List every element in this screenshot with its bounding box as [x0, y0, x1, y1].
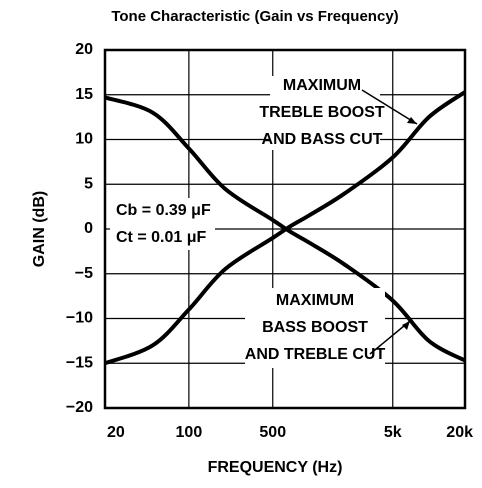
arrow [361, 89, 418, 125]
y-tick-label: −5 [75, 265, 93, 282]
annotation-bg [245, 288, 385, 368]
x-tick-label: 100 [176, 424, 203, 441]
series-line [104, 90, 467, 366]
annotation: AND BASS CUT [262, 131, 383, 148]
y-tick-label: 0 [84, 220, 93, 237]
y-tick-label: −20 [66, 399, 93, 416]
x-axis-label: FREQUENCY (Hz) [208, 459, 343, 476]
series-line [104, 95, 466, 363]
arrow-head [402, 321, 410, 330]
arrow-head [407, 117, 417, 124]
y-tick-label: 20 [75, 41, 93, 58]
y-tick-label: 5 [84, 175, 93, 192]
annotation: BASS BOOST [262, 319, 368, 336]
chart-title: Tone Characteristic (Gain vs Frequency) [111, 8, 398, 25]
annotation: Cb = 0.39 μF [116, 202, 211, 219]
annotation: MAXIMUM [283, 77, 361, 94]
y-tick-label: 10 [75, 131, 93, 148]
annotation: TREBLE BOOST [259, 104, 385, 121]
y-axis-label: GAIN (dB) [31, 191, 48, 267]
y-tick-label: −10 [66, 310, 93, 327]
annotation-bg [110, 198, 215, 250]
y-tick-label: 15 [75, 86, 93, 103]
x-tick-label: 20 [107, 424, 125, 441]
annotation-bg [270, 76, 380, 150]
annotation: AND TREBLE CUT [245, 346, 386, 363]
x-tick-label: 500 [259, 424, 286, 441]
annotation: Ct = 0.01 μF [116, 229, 206, 246]
y-tick-label: −15 [66, 354, 93, 371]
arrow [369, 320, 411, 355]
x-tick-label: 20k [446, 424, 473, 441]
annotation: MAXIMUM [276, 292, 354, 309]
x-tick-label: 5k [384, 424, 402, 441]
